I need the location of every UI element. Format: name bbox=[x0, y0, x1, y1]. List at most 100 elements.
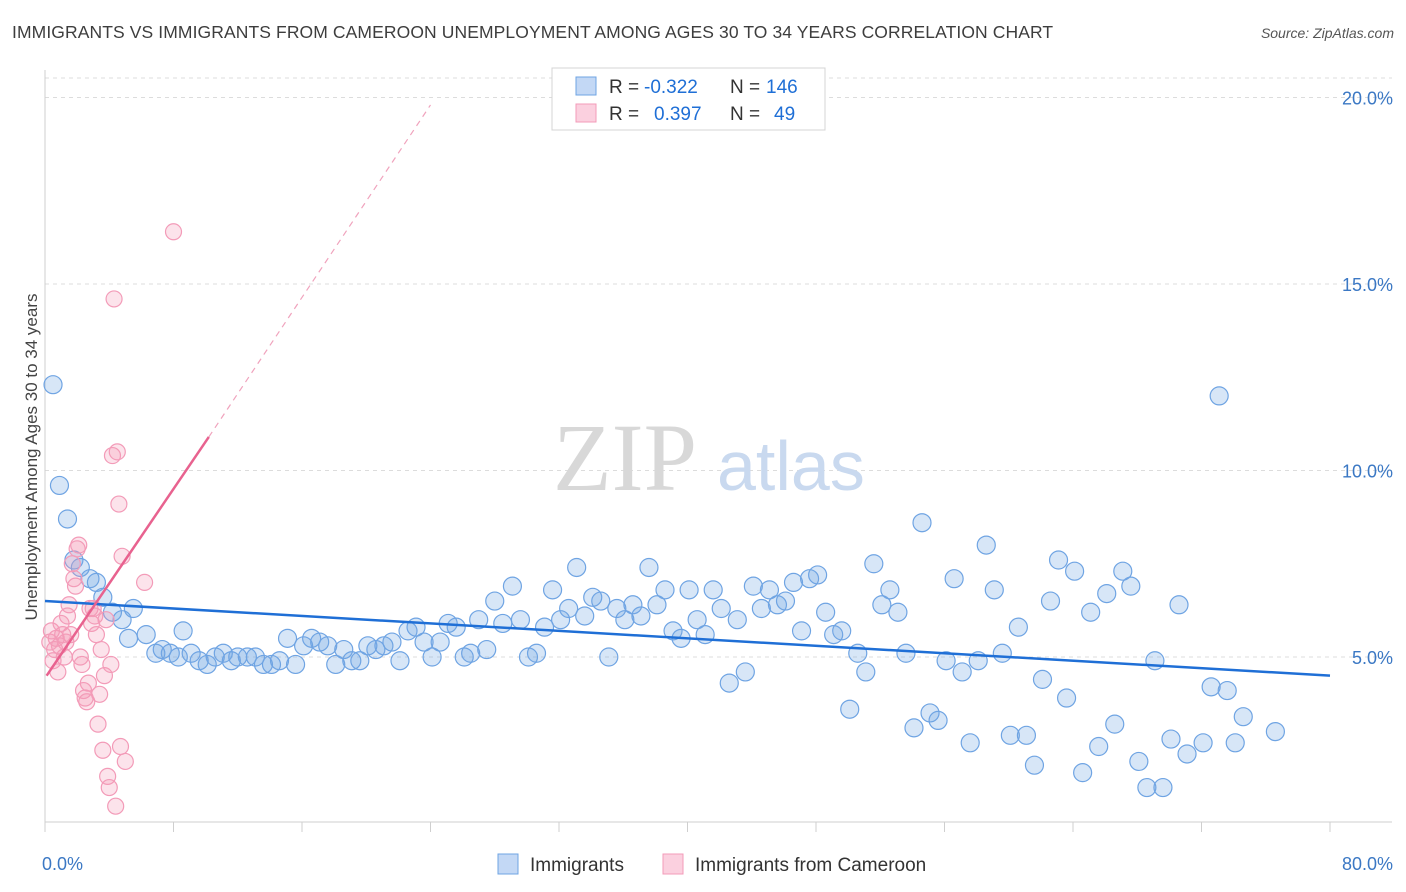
point-cameroon-35 bbox=[97, 611, 115, 629]
legend-r-value-pink: 0.397 bbox=[654, 104, 702, 125]
point-immigrants-85 bbox=[719, 673, 739, 693]
grid-lines bbox=[45, 77, 1392, 658]
legend-box: R = -0.322 N = 146 R = 0.397 N = 49 bbox=[551, 67, 826, 131]
legend-n-label-pink: N = bbox=[730, 104, 760, 125]
point-immigrants-1 bbox=[49, 475, 70, 496]
point-immigrants-73 bbox=[623, 595, 643, 615]
point-immigrants-64 bbox=[551, 610, 571, 630]
point-cameroon-38 bbox=[102, 655, 120, 674]
point-immigrants-58 bbox=[502, 576, 523, 596]
point-immigrants-57 bbox=[493, 613, 513, 634]
bottom-legend-swatch-immigrants bbox=[497, 853, 519, 875]
point-immigrants-37 bbox=[334, 639, 354, 660]
point-immigrants-126 bbox=[1048, 550, 1069, 570]
trend-lines bbox=[44, 104, 1331, 677]
point-immigrants-147 bbox=[1225, 733, 1245, 753]
point-immigrants-67 bbox=[575, 606, 595, 626]
bottom-legend-swatch-cameroon bbox=[662, 853, 684, 875]
point-cameroon-48 bbox=[164, 223, 183, 241]
y-tick-label-0: 5.0% bbox=[1352, 648, 1393, 668]
point-immigrants-20 bbox=[197, 654, 217, 675]
point-immigrants-115 bbox=[960, 733, 980, 753]
point-immigrants-84 bbox=[711, 598, 731, 619]
point-cameroon-42 bbox=[108, 443, 126, 461]
point-immigrants-56 bbox=[485, 591, 505, 611]
point-immigrants-62 bbox=[534, 617, 555, 637]
point-immigrants-129 bbox=[1073, 763, 1093, 783]
point-immigrants-55 bbox=[477, 639, 497, 660]
x-tick-label-0: 0.0% bbox=[42, 854, 83, 874]
point-immigrants-94 bbox=[791, 621, 812, 641]
point-cameroon-32 bbox=[92, 640, 110, 659]
point-immigrants-104 bbox=[872, 595, 892, 615]
point-immigrants-39 bbox=[350, 651, 370, 671]
point-immigrants-75 bbox=[639, 557, 659, 578]
point-immigrants-77 bbox=[655, 580, 675, 600]
point-immigrants-135 bbox=[1121, 576, 1141, 596]
point-immigrants-65 bbox=[559, 598, 579, 619]
point-immigrants-17 bbox=[173, 621, 193, 641]
point-cameroon-47 bbox=[135, 573, 154, 592]
legend-r-label-blue: R = bbox=[609, 77, 639, 98]
point-immigrants-144 bbox=[1201, 677, 1221, 697]
point-immigrants-51 bbox=[446, 617, 466, 637]
point-immigrants-53 bbox=[461, 643, 481, 663]
trend-line-cameroon-extrapolated bbox=[208, 104, 431, 438]
point-cameroon-20 bbox=[73, 655, 91, 674]
point-immigrants-107 bbox=[896, 643, 916, 663]
point-immigrants-32 bbox=[294, 636, 314, 656]
point-immigrants-140 bbox=[1161, 729, 1181, 749]
point-immigrants-137 bbox=[1137, 777, 1157, 798]
point-immigrants-18 bbox=[181, 643, 201, 663]
point-immigrants-11 bbox=[118, 628, 139, 648]
point-immigrants-78 bbox=[663, 621, 683, 641]
point-immigrants-133 bbox=[1105, 714, 1125, 734]
point-immigrants-148 bbox=[1233, 707, 1253, 727]
point-immigrants-97 bbox=[816, 602, 836, 622]
trend-line-cameroon bbox=[45, 436, 210, 677]
point-immigrants-139 bbox=[1153, 777, 1173, 798]
point-immigrants-114 bbox=[952, 662, 972, 682]
point-cameroon-14 bbox=[63, 555, 81, 573]
point-cameroon-41 bbox=[107, 797, 125, 815]
point-immigrants-83 bbox=[703, 580, 723, 600]
point-immigrants-86 bbox=[727, 610, 747, 630]
point-immigrants-105 bbox=[880, 580, 900, 600]
point-cameroon-44 bbox=[111, 737, 130, 756]
legend-swatch-blue bbox=[575, 76, 597, 96]
point-cameroon-40 bbox=[105, 290, 123, 308]
point-immigrants-54 bbox=[469, 610, 489, 630]
point-immigrants-26 bbox=[245, 647, 266, 667]
point-immigrants-16 bbox=[168, 647, 188, 667]
point-immigrants-141 bbox=[1169, 595, 1189, 615]
point-immigrants-48 bbox=[422, 647, 442, 667]
chart-title: IMMIGRANTS VS IMMIGRANTS FROM CAMEROON U… bbox=[12, 22, 1054, 42]
bottom-legend-label-cameroon: Immigrants from Cameroon bbox=[695, 855, 926, 876]
point-immigrants-25 bbox=[237, 647, 257, 667]
point-immigrants-43 bbox=[382, 632, 402, 652]
point-immigrants-118 bbox=[984, 580, 1004, 600]
point-immigrants-127 bbox=[1056, 688, 1077, 708]
series-cameroon-points bbox=[41, 223, 183, 815]
legend-swatch-pink bbox=[575, 103, 597, 123]
point-immigrants-103 bbox=[864, 554, 884, 574]
point-immigrants-108 bbox=[904, 718, 924, 738]
legend-n-value-pink: 49 bbox=[774, 104, 795, 125]
point-immigrants-124 bbox=[1032, 669, 1053, 689]
point-immigrants-128 bbox=[1065, 561, 1085, 581]
point-immigrants-145 bbox=[1209, 386, 1229, 406]
point-immigrants-38 bbox=[342, 651, 362, 671]
point-immigrants-61 bbox=[526, 643, 547, 663]
point-immigrants-92 bbox=[775, 591, 796, 611]
point-immigrants-89 bbox=[751, 598, 771, 619]
point-cameroon-16 bbox=[66, 577, 85, 595]
legend-r-label-pink: R = bbox=[609, 104, 639, 125]
y-axis-title: Unemployment Among Ages 30 to 34 years bbox=[22, 294, 41, 621]
point-immigrants-47 bbox=[414, 632, 434, 652]
point-cameroon-30 bbox=[89, 715, 107, 733]
point-immigrants-76 bbox=[647, 595, 667, 615]
point-immigrants-31 bbox=[285, 654, 306, 675]
legend-n-value-blue: 146 bbox=[766, 77, 798, 98]
point-immigrants-134 bbox=[1113, 561, 1133, 581]
